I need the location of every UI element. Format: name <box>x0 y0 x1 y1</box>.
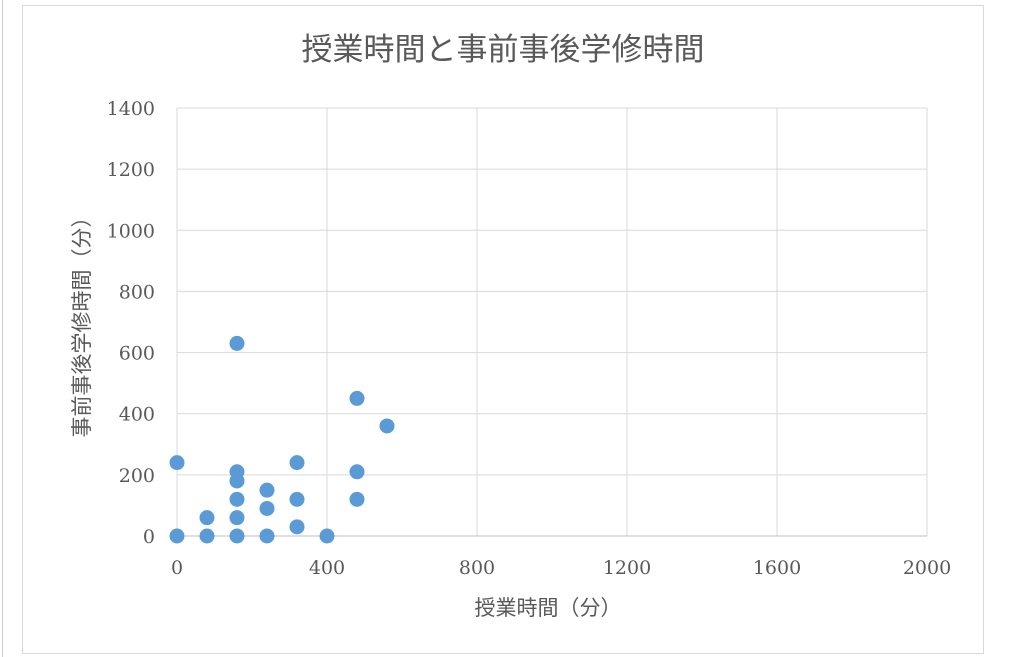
x-axis-ticks: 0 400 800 1200 1600 2000 <box>171 557 951 579</box>
data-point <box>349 464 365 480</box>
y-tick-label: 1200 <box>107 159 155 181</box>
x-tick-label: 800 <box>459 557 495 579</box>
data-point <box>379 418 395 434</box>
data-point <box>229 464 245 480</box>
data-point <box>349 491 365 507</box>
x-tick-label: 0 <box>171 557 183 579</box>
data-point <box>319 528 335 544</box>
data-point <box>259 528 275 544</box>
gridlines <box>176 107 928 537</box>
x-tick-label: 1200 <box>603 557 651 579</box>
y-tick-label: 1000 <box>107 220 155 242</box>
y-tick-label: 400 <box>119 404 155 426</box>
x-tick-label: 400 <box>309 557 345 579</box>
y-tick-label: 1400 <box>107 98 155 120</box>
data-point <box>169 455 185 471</box>
y-axis-title: 事前事後学修時間（分） <box>70 207 94 438</box>
data-point <box>229 491 245 507</box>
data-point <box>289 455 305 471</box>
data-point <box>169 528 185 544</box>
y-tick-label: 800 <box>119 281 155 303</box>
x-axis-title: 授業時間（分） <box>475 596 622 620</box>
x-tick-label: 2000 <box>903 557 951 579</box>
data-points <box>169 335 395 544</box>
y-axis-ticks: 0 200 400 600 800 1000 1200 1400 <box>107 98 155 548</box>
data-point <box>289 491 305 507</box>
y-tick-label: 200 <box>119 465 155 487</box>
y-tick-label: 0 <box>143 526 155 548</box>
data-point <box>259 482 275 498</box>
data-point <box>199 510 215 526</box>
window-edge <box>2 0 3 657</box>
data-point <box>229 528 245 544</box>
y-tick-label: 600 <box>119 343 155 365</box>
data-point <box>289 519 305 535</box>
chart-area <box>22 5 984 654</box>
data-point <box>229 510 245 526</box>
data-point <box>349 390 365 406</box>
data-point <box>259 500 275 516</box>
data-point <box>229 335 245 351</box>
chart-title: 授業時間と事前事後学修時間 <box>302 32 705 68</box>
data-point <box>199 528 215 544</box>
x-tick-label: 1600 <box>753 557 801 579</box>
